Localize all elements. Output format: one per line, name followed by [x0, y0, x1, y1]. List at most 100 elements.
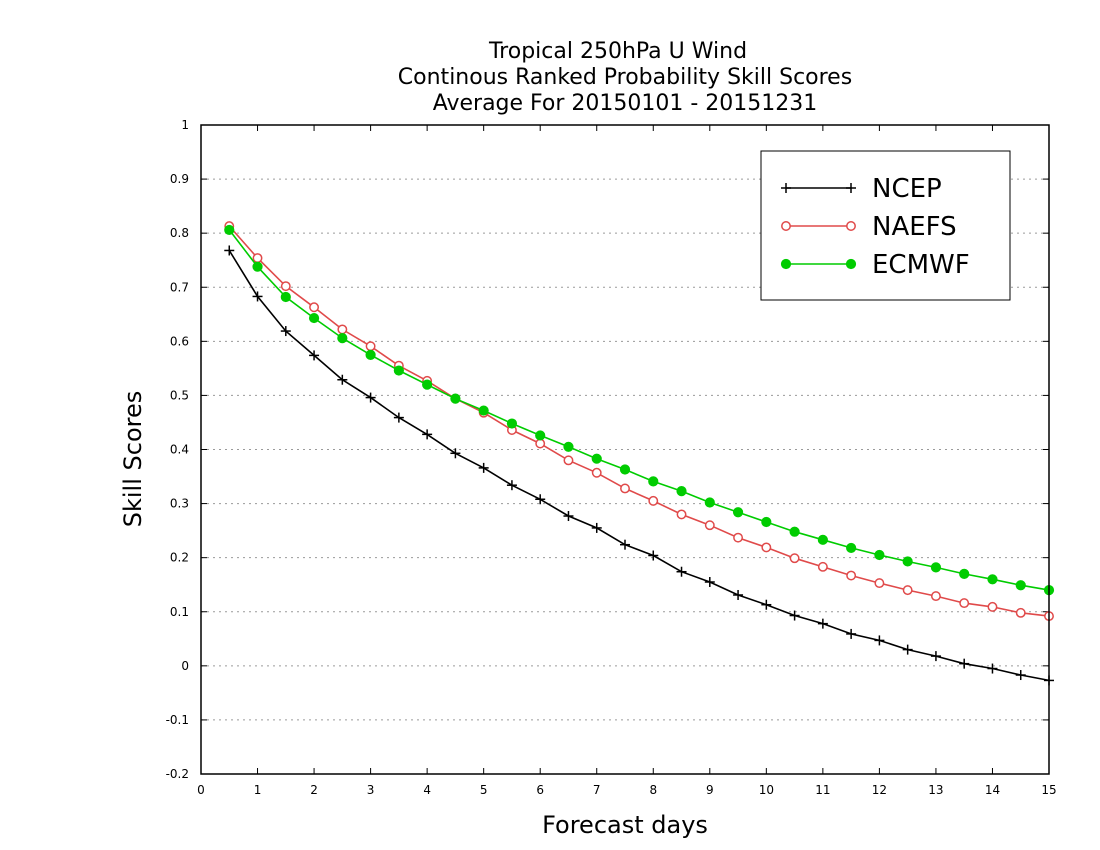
ecmwf-point [874, 549, 885, 561]
ecmwf-point [987, 574, 998, 585]
ecmwf-point [591, 453, 602, 464]
ecmwf-point [535, 430, 546, 441]
ncep-point [846, 628, 857, 639]
ecmwf-point [365, 349, 376, 360]
x-tick-label: 12 [872, 783, 887, 797]
ncep-point [959, 658, 970, 669]
title-line-1: Tropical 250hPa U Wind [488, 39, 747, 64]
naefs-point [620, 483, 630, 494]
legend-item-ecmwf: ECMWF [780, 250, 970, 280]
legend-marker [781, 221, 791, 231]
ncep-point [676, 566, 687, 577]
naefs-point [874, 578, 885, 589]
x-tick-label: 11 [815, 783, 830, 797]
naefs-point [817, 561, 828, 572]
ncep-point [450, 448, 461, 459]
ncep-point [620, 539, 630, 550]
ncep-point [309, 350, 320, 361]
ecmwf-series [224, 224, 1055, 596]
naefs-point [648, 495, 659, 506]
ncep-point [252, 291, 263, 302]
ncep-point [224, 245, 235, 256]
x-tick-label: 7 [593, 783, 601, 797]
ncep-point [591, 522, 602, 533]
y-axis-title: Skill Scores [119, 391, 147, 528]
ncep-point [733, 589, 744, 600]
x-tick-label: 14 [985, 783, 1000, 797]
ecmwf-point [648, 476, 659, 487]
y-tick-label: 0.8 [170, 226, 189, 240]
ncep-point [874, 635, 885, 646]
ecmwf-point [308, 312, 320, 324]
naefs-point [309, 302, 320, 313]
legend-marker [781, 183, 791, 193]
ncep-point [648, 550, 659, 561]
naefs-point [252, 253, 263, 263]
naefs-point [902, 585, 913, 596]
naefs-point [761, 542, 772, 553]
x-tick-label: 10 [759, 783, 774, 797]
y-tick-label: 0.5 [170, 388, 189, 402]
legend-label-ncep: NCEP [872, 174, 942, 204]
y-tick-label: 0 [181, 659, 189, 673]
axis-ticks: -0.2-0.100.10.20.30.40.50.60.70.80.910 1 2… [166, 118, 1057, 797]
chart-title: Tropical 250hPa U Wind Continous Ranked … [398, 39, 852, 116]
ecmwf-point [393, 365, 404, 376]
naefs-point [930, 591, 941, 602]
x-tick-label: 1 [254, 783, 262, 797]
naefs-point [591, 467, 602, 478]
y-tick-label: 0.4 [170, 443, 189, 457]
ncep-point [365, 392, 376, 403]
naefs-point [987, 601, 998, 612]
ncep-point [817, 618, 828, 629]
ecmwf-point [619, 464, 631, 475]
ecmwf-point [817, 534, 828, 545]
ncep-point [337, 374, 348, 385]
ecmwf-point [732, 507, 744, 518]
naefs-point [846, 570, 857, 581]
legend-label-naefs: NAEFS [872, 212, 957, 242]
ncep-line [228, 250, 1050, 682]
naefs-point [789, 553, 800, 564]
y-tick-label: 0.2 [170, 551, 189, 565]
ncep-point [704, 577, 715, 588]
naefs-point [535, 438, 546, 449]
x-tick-label: 8 [649, 783, 657, 797]
x-tick-label: 9 [706, 783, 714, 797]
y-tick-label: -0.2 [166, 767, 189, 781]
ecmwf-point [789, 526, 800, 537]
ncep-point [535, 494, 546, 505]
naefs-point [959, 598, 970, 609]
ecmwf-point [704, 497, 715, 508]
naefs-point [1015, 607, 1026, 618]
x-tick-label: 2 [310, 783, 318, 797]
ecmwf-point [563, 441, 574, 452]
ecmwf-point [930, 562, 942, 573]
ecmwf-point [846, 542, 857, 554]
ncep-point [761, 599, 772, 610]
ncep-point [789, 610, 800, 621]
ecmwf-point [506, 418, 518, 429]
ncep-point [280, 326, 291, 337]
legend: NCEP NAEFS ECMWF [760, 150, 1011, 301]
ecmwf-point [478, 405, 489, 416]
naefs-point [337, 324, 348, 335]
y-tick-label: 1 [181, 118, 189, 132]
ncep-point [393, 412, 404, 423]
naefs-point [280, 281, 291, 292]
x-tick-label: 0 [197, 783, 205, 797]
y-tick-label: -0.1 [166, 713, 189, 727]
naefs-point [733, 532, 744, 543]
ecmwf-point [224, 224, 235, 236]
ecmwf-point [902, 556, 913, 567]
x-tick-label: 6 [536, 783, 544, 797]
ncep-point [930, 651, 941, 662]
legend-marker [780, 258, 792, 270]
legend-item-ncep: NCEP [781, 174, 942, 204]
ncep-series [224, 245, 1054, 686]
legend-marker [846, 183, 856, 193]
ecmwf-point [252, 261, 263, 272]
title-line-2: Continous Ranked Probability Skill Score… [398, 65, 852, 90]
ncep-point [478, 462, 489, 473]
